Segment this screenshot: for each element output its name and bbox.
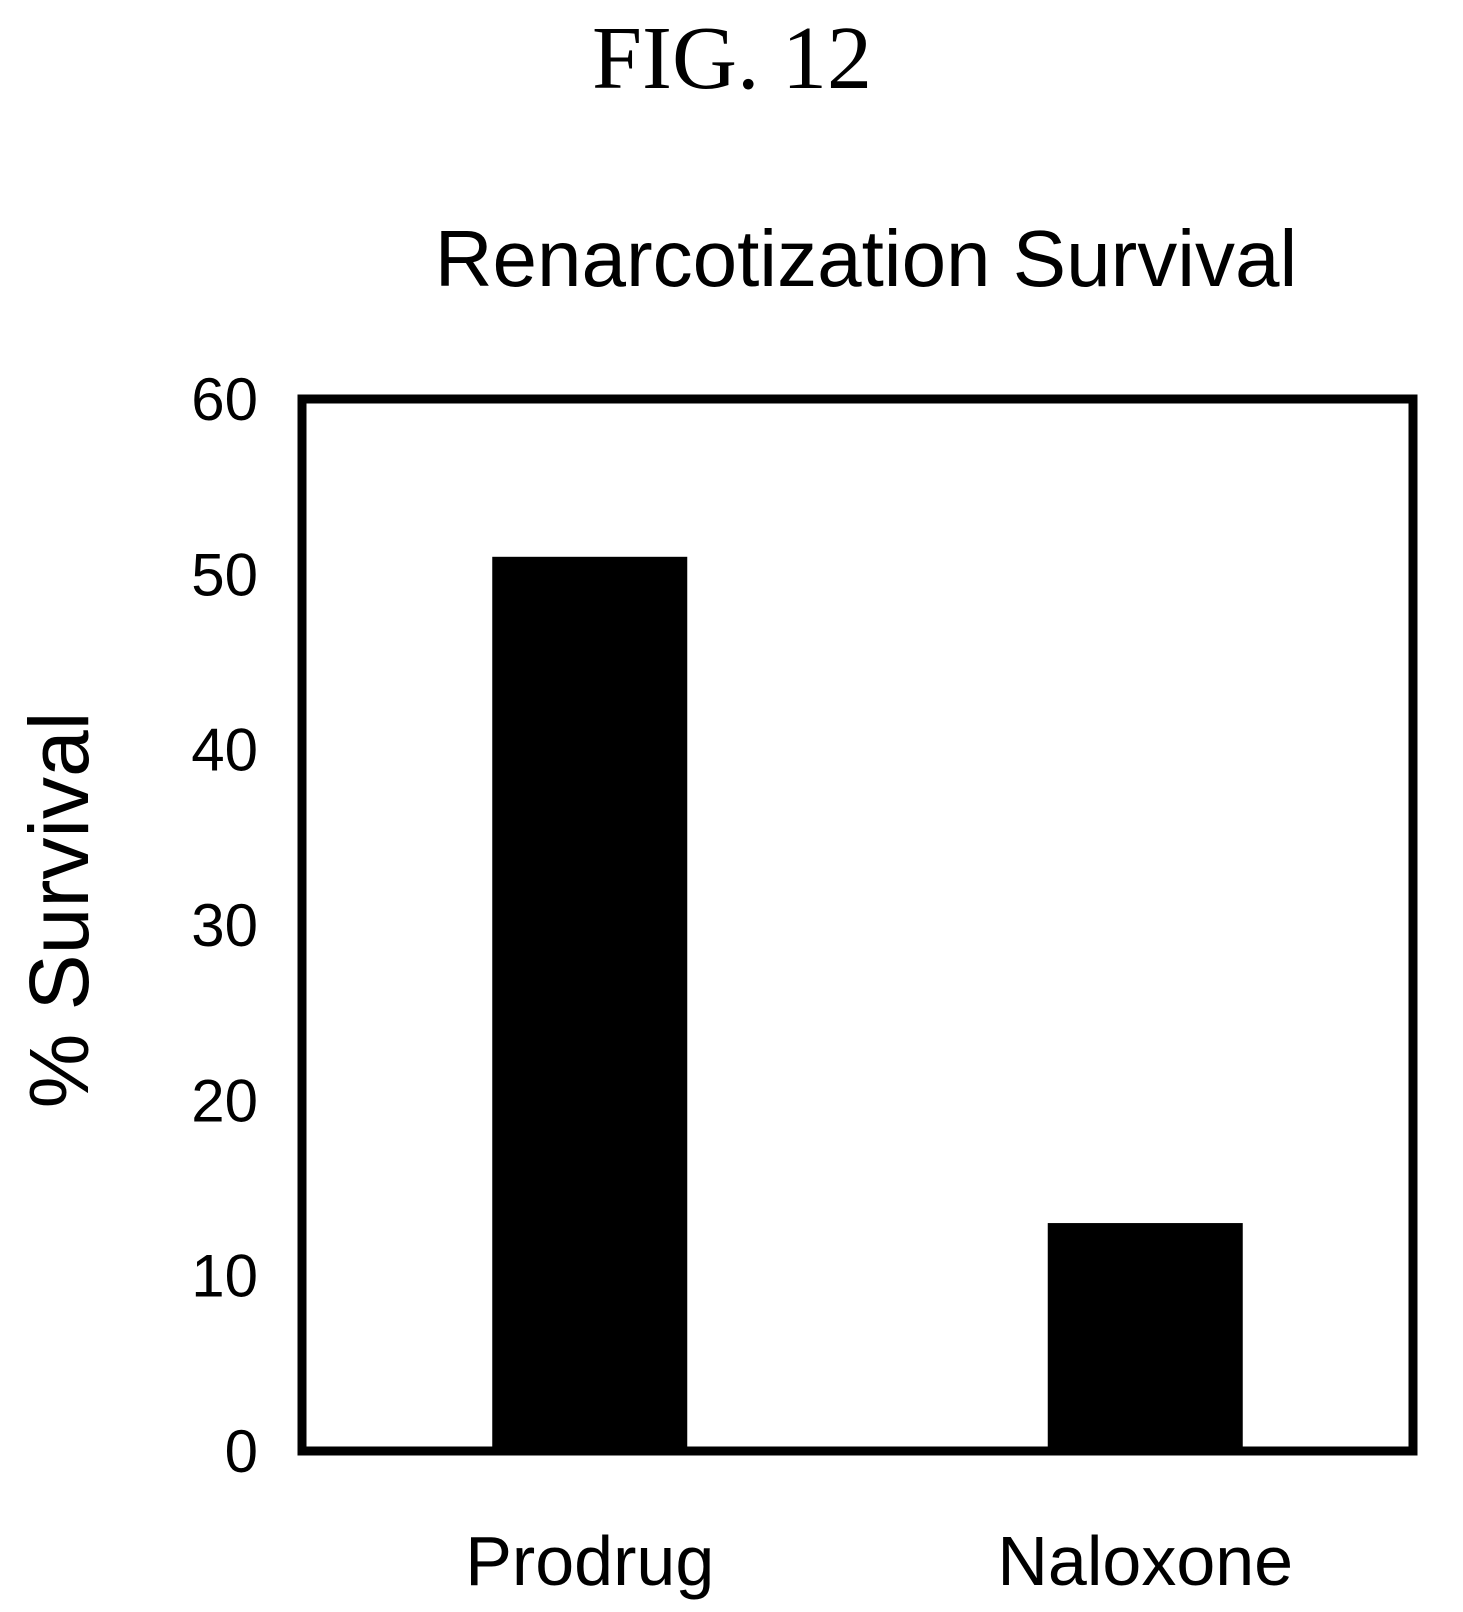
category-label-naloxone: Naloxone xyxy=(997,1522,1293,1600)
y-axis-ticks: 0 10 20 30 40 50 60 xyxy=(191,366,258,1485)
y-tick-label: 30 xyxy=(191,892,258,959)
y-tick-label: 40 xyxy=(191,717,258,784)
category-label-prodrug: Prodrug xyxy=(465,1522,714,1600)
bar-prodrug xyxy=(492,556,688,1451)
plot-frame xyxy=(297,394,1418,1456)
x-axis-categories: Prodrug Naloxone xyxy=(465,1522,1293,1600)
y-tick-label: 50 xyxy=(191,541,258,608)
y-tick-label: 20 xyxy=(191,1067,258,1134)
y-tick-label: 60 xyxy=(191,366,258,433)
y-tick-label: 10 xyxy=(191,1243,258,1310)
bar-naloxone xyxy=(1047,1223,1243,1451)
bars xyxy=(492,556,1243,1451)
figure-label: FIG. 12 xyxy=(592,9,872,108)
chart-title: Renarcotization Survival xyxy=(435,214,1298,303)
y-axis-label: % Survival xyxy=(12,712,106,1109)
y-tick-label: 0 xyxy=(225,1418,258,1485)
